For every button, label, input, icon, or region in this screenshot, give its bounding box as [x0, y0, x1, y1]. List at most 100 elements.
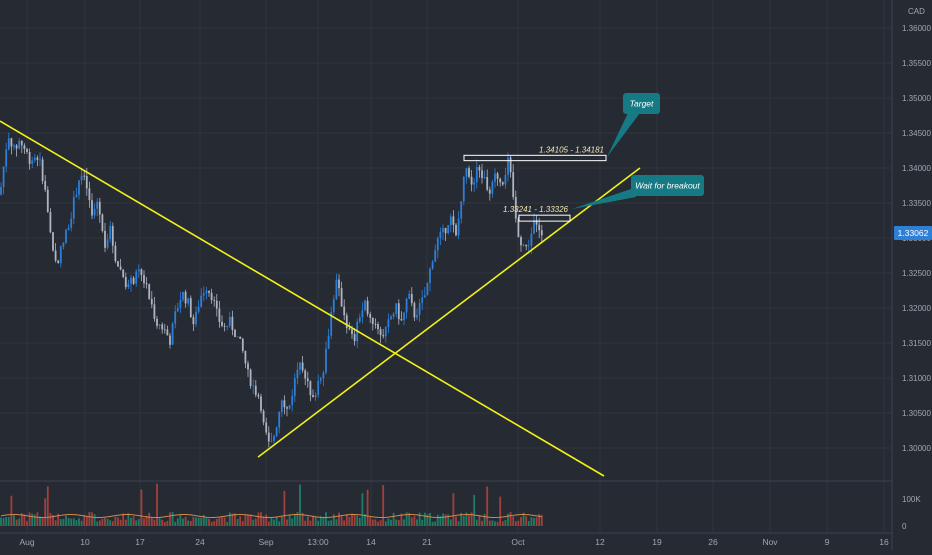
candle-body: [403, 312, 405, 321]
price-tick-label: 1.34000: [902, 164, 931, 173]
candle-body: [538, 224, 541, 231]
candle-body: [150, 298, 153, 305]
candle-body: [291, 395, 294, 406]
candle-body: [330, 311, 333, 336]
volume-bar: [462, 516, 465, 526]
callouts[interactable]: Target Wait for breakout: [572, 93, 704, 209]
volume-bar: [114, 516, 117, 526]
volume-bar: [429, 512, 431, 526]
candle-body: [85, 175, 88, 189]
candle-body: [80, 175, 83, 181]
breakout-callout-box[interactable]: [631, 175, 704, 196]
volume-bar: [182, 518, 184, 526]
volume-bar: [195, 517, 197, 526]
candle-body: [504, 175, 507, 185]
candle-body: [413, 303, 416, 318]
volume-bar: [127, 513, 130, 526]
time-tick-label: Sep: [258, 537, 273, 547]
candle-body: [127, 283, 130, 288]
trendline-descending[interactable]: [0, 120, 605, 477]
volume-bar: [15, 519, 18, 526]
candle-body: [309, 381, 312, 396]
candle-body: [182, 291, 184, 300]
price-tick-label: 1.33500: [902, 199, 931, 208]
volume-bar: [254, 518, 257, 526]
volume-bar: [62, 519, 65, 526]
volume-bar: [369, 517, 372, 526]
candle-body: [431, 261, 434, 269]
volume-bar: [28, 512, 31, 526]
candle-body: [351, 329, 353, 335]
volume-bar: [106, 518, 109, 526]
candle-body: [275, 427, 278, 436]
candle-body: [20, 140, 23, 146]
volume-bar: [161, 519, 164, 526]
volume-bar: [267, 521, 270, 526]
target-zone[interactable]: [463, 154, 607, 162]
candle-body: [267, 432, 270, 442]
breakout-zone[interactable]: [518, 214, 571, 222]
target-callout-box[interactable]: [623, 93, 660, 114]
volume-bar: [5, 517, 8, 526]
candle-body: [254, 385, 257, 395]
volume-bar: [382, 485, 385, 526]
volume-bar: [257, 512, 260, 526]
price-zones[interactable]: 1.34105 - 1.34181 1.33241 - 1.33326: [463, 145, 607, 222]
candle-body: [457, 218, 460, 236]
candle-body: [260, 396, 262, 411]
volume-bar: [252, 519, 255, 526]
volume-bar: [18, 518, 21, 526]
volume-bar: [130, 517, 132, 526]
candle-body: [280, 400, 283, 412]
volume-bar: [228, 512, 231, 526]
candle-body: [317, 380, 320, 395]
candle-body: [213, 300, 216, 301]
trendline-ascending[interactable]: [257, 167, 641, 458]
volume-bar: [418, 512, 421, 526]
volume-bar: [192, 516, 195, 526]
candle-body: [353, 334, 356, 342]
volume-bar: [75, 520, 78, 526]
volume-bar: [400, 513, 403, 526]
volume-bar: [434, 521, 437, 526]
candle-body: [145, 283, 148, 285]
candle-body: [426, 282, 429, 296]
volume-bar: [270, 517, 273, 526]
candle-body: [7, 138, 10, 150]
candle-body: [364, 300, 366, 311]
candle-body: [223, 325, 226, 327]
candle-body: [382, 335, 385, 337]
time-tick-label: 26: [708, 537, 718, 547]
volume-bar: [213, 521, 216, 526]
volume-bar: [135, 520, 138, 526]
candle-body: [540, 230, 543, 236]
candle-body: [205, 290, 208, 294]
volume-bar: [345, 514, 348, 526]
candle-body: [46, 189, 49, 213]
volume-bar: [49, 513, 52, 526]
volume-bar: [0, 517, 2, 526]
candle-body: [475, 167, 478, 183]
volume-bar: [148, 512, 151, 526]
volume-bar: [52, 515, 54, 526]
volume-ma-line: [0, 513, 542, 518]
candle-body: [135, 271, 138, 284]
volume-bar: [65, 515, 67, 526]
candle-body: [36, 157, 39, 160]
trendlines[interactable]: [0, 120, 641, 477]
volume-bar: [364, 514, 366, 526]
volume-bar: [416, 519, 418, 526]
time-tick-label: Aug: [19, 537, 34, 547]
volume-bar: [408, 512, 411, 526]
time-tick-label: 12: [595, 537, 605, 547]
candle-body: [481, 170, 483, 178]
volume-bar: [327, 520, 330, 526]
time-axis[interactable]: Aug 10 17 24 Sep 13:00 14 21 Oct 12 19 26 Nov 9 16: [19, 537, 889, 547]
volume-bar: [379, 520, 382, 526]
time-tick-label: 17: [135, 537, 145, 547]
time-tick-label: 10: [80, 537, 90, 547]
target-callout-pointer: [607, 113, 640, 157]
price-tick-label: 1.34500: [902, 129, 931, 138]
